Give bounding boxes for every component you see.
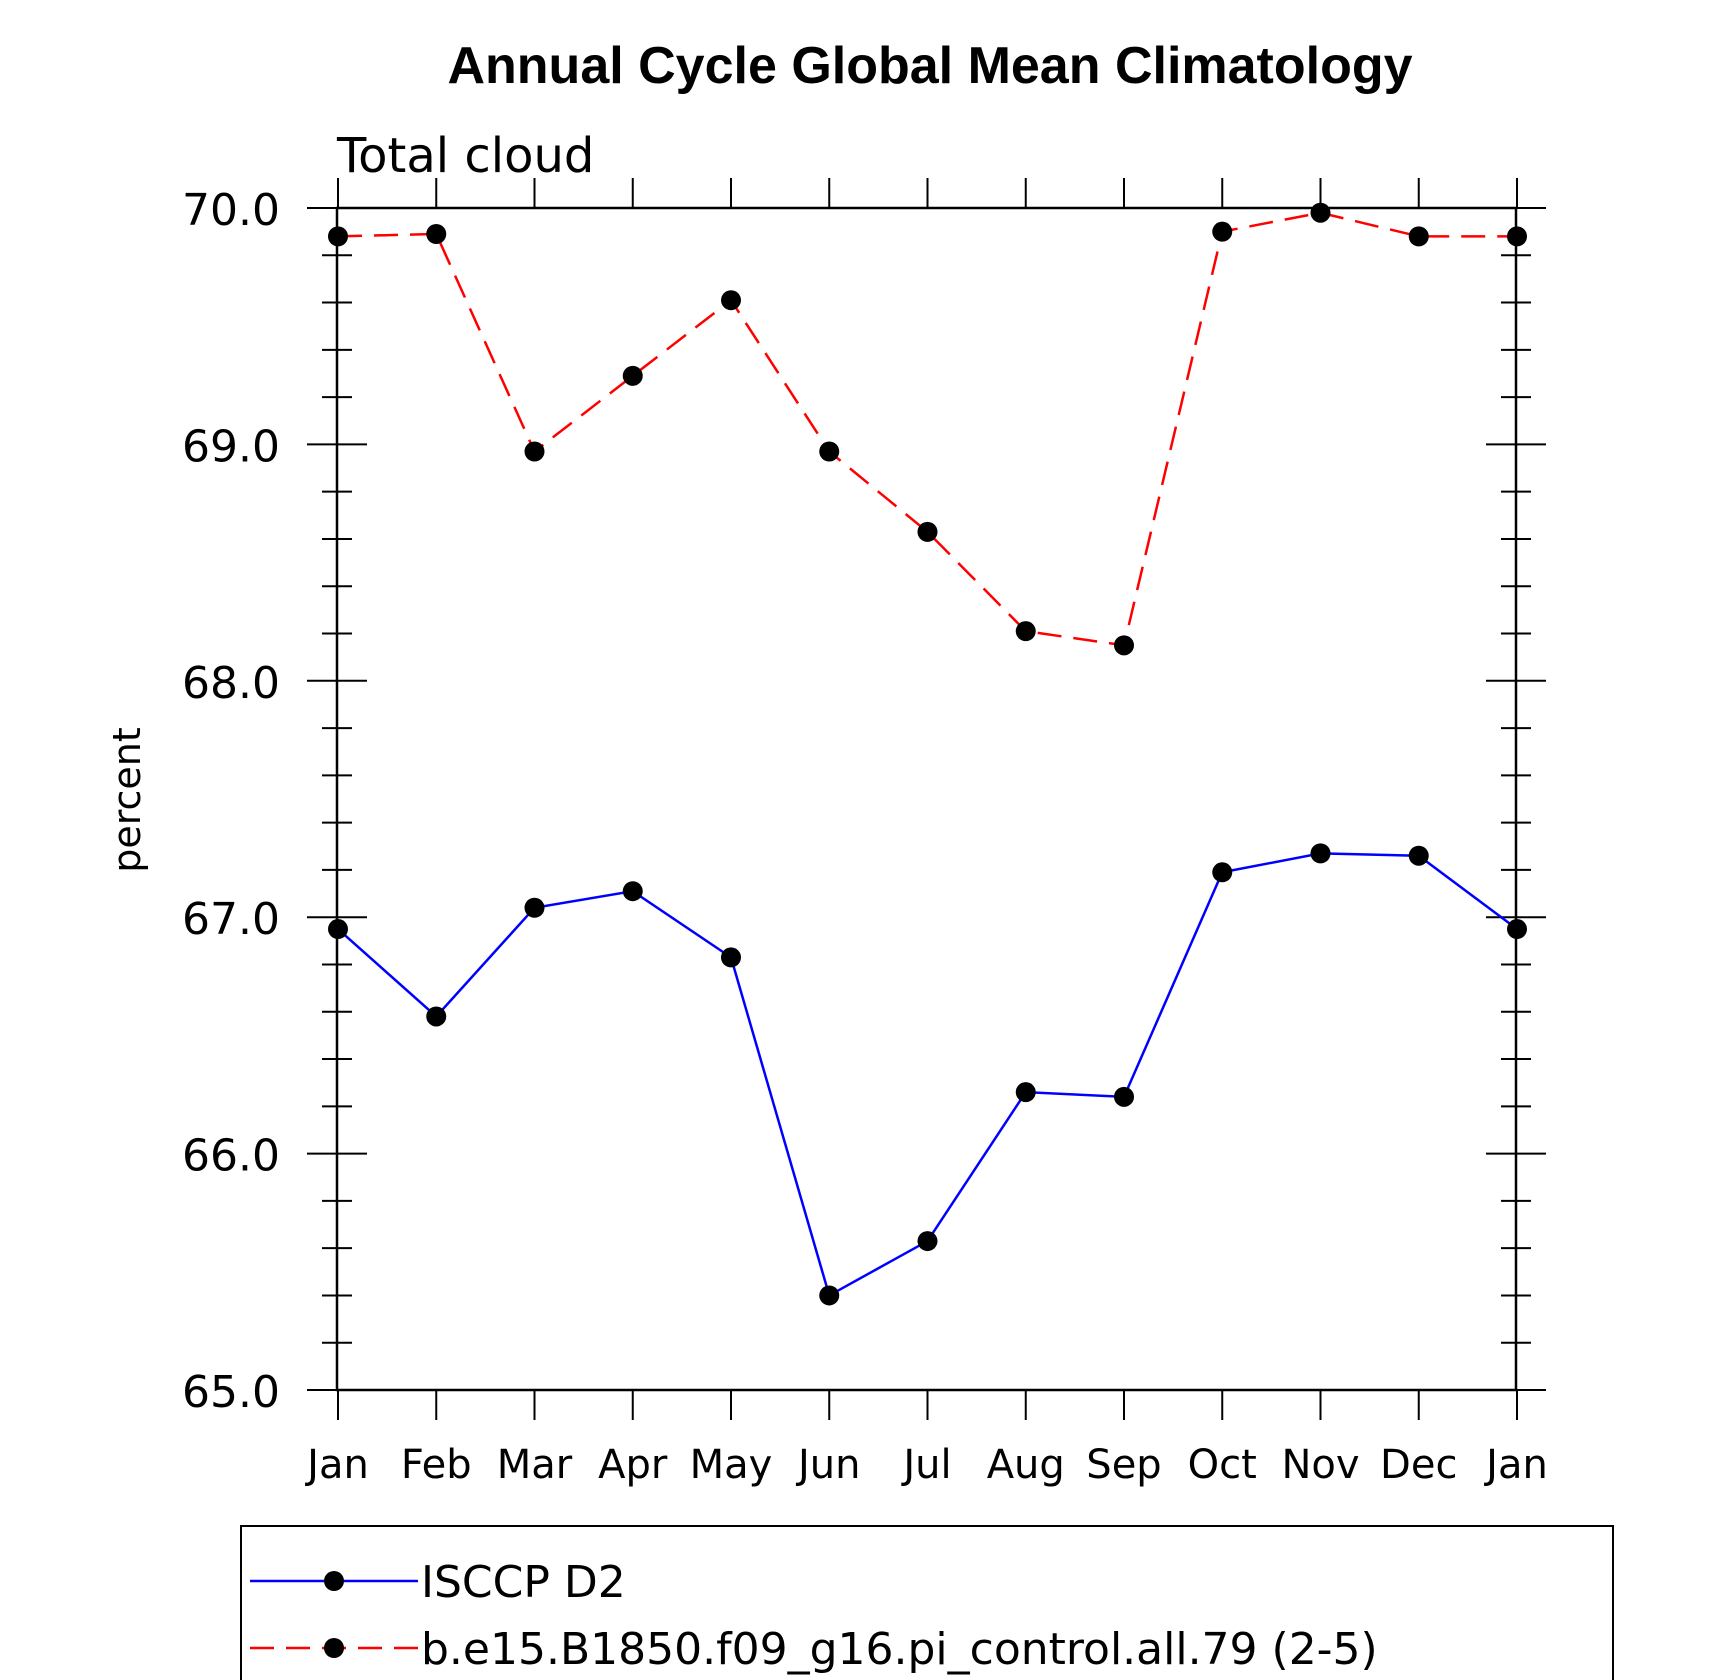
series-line-1 <box>337 852 1518 1298</box>
series-2-point <box>917 521 938 542</box>
series-layer <box>328 202 1527 1306</box>
x-tick-label: Jul <box>900 1442 951 1488</box>
x-tick-label: Nov <box>1281 1442 1359 1488</box>
chart-title: Annual Cycle Global Mean Climatology <box>447 37 1412 95</box>
series-2-point <box>524 441 545 462</box>
series-1-point <box>1408 845 1429 866</box>
series-2-point <box>721 290 741 311</box>
series-1-point <box>1114 1086 1134 1107</box>
series-1-point <box>1507 919 1527 940</box>
legend-marker-1 <box>324 1571 344 1591</box>
y-tick-label: 66.0 <box>182 1131 280 1182</box>
series-1-point <box>328 919 348 940</box>
series-1-point <box>426 1006 447 1027</box>
x-axis-ticks: Jan Feb Mar Apr May Jun Jul Aug Sep Oct Nov Dec Jan <box>304 178 1548 1488</box>
series-1-point <box>1212 862 1233 883</box>
legend-marker-2 <box>324 1638 344 1658</box>
x-tick-label: Mar <box>497 1442 573 1488</box>
y-tick-label: 69.0 <box>182 421 280 472</box>
series-1-point <box>917 1231 938 1252</box>
series-line-2 <box>337 211 1517 647</box>
series-2-point <box>1310 202 1331 223</box>
x-tick-label: Dec <box>1380 1442 1457 1488</box>
y-axis-ticks: 65.0 66.0 67.0 68.0 69.0 70.0 <box>182 185 1546 1418</box>
series-2-point <box>622 365 643 386</box>
y-tick-label: 67.0 <box>182 894 280 945</box>
series-2-point <box>426 224 447 245</box>
series-2-point <box>1114 635 1134 656</box>
series-2-point <box>1408 226 1429 247</box>
y-tick-label: 65.0 <box>182 1367 280 1418</box>
y-tick-label: 70.0 <box>182 185 280 236</box>
series-1-point <box>524 897 545 918</box>
series-1-point <box>622 881 643 902</box>
x-tick-label: May <box>690 1442 773 1488</box>
x-tick-label: Aug <box>987 1442 1065 1488</box>
x-tick-label: Jan <box>304 1442 369 1488</box>
series-2-point <box>1507 226 1527 247</box>
series-2-point <box>1212 221 1233 242</box>
y-axis-label: percent <box>105 727 149 873</box>
series-1-point <box>819 1285 840 1306</box>
legend: ISCCP D2 b.e15.B1850.f09_g16.pi_control.a… <box>250 1557 1378 1675</box>
series-2-point <box>819 441 840 462</box>
x-tick-label: Feb <box>401 1442 472 1488</box>
y-tick-label: 68.0 <box>182 658 280 709</box>
plot-frame <box>335 206 1518 1392</box>
x-tick-label: Jun <box>795 1442 861 1488</box>
x-tick-label: Sep <box>1086 1442 1161 1488</box>
x-tick-label: Oct <box>1188 1442 1257 1488</box>
series-2-point <box>328 226 348 247</box>
series-2-point <box>1015 621 1036 642</box>
series-1-point <box>1310 843 1331 864</box>
legend-box <box>240 1525 1614 1680</box>
legend-label-2: b.e15.B1850.f09_g16.pi_control.all.79 (2… <box>421 1624 1378 1675</box>
series-1-point <box>721 947 741 968</box>
chart-subtitle: Total cloud <box>336 128 594 184</box>
legend-label-1: ISCCP D2 <box>421 1557 626 1608</box>
series-1-point <box>1015 1082 1036 1103</box>
x-tick-label: Jan <box>1483 1442 1548 1488</box>
x-tick-label: Apr <box>598 1442 668 1488</box>
